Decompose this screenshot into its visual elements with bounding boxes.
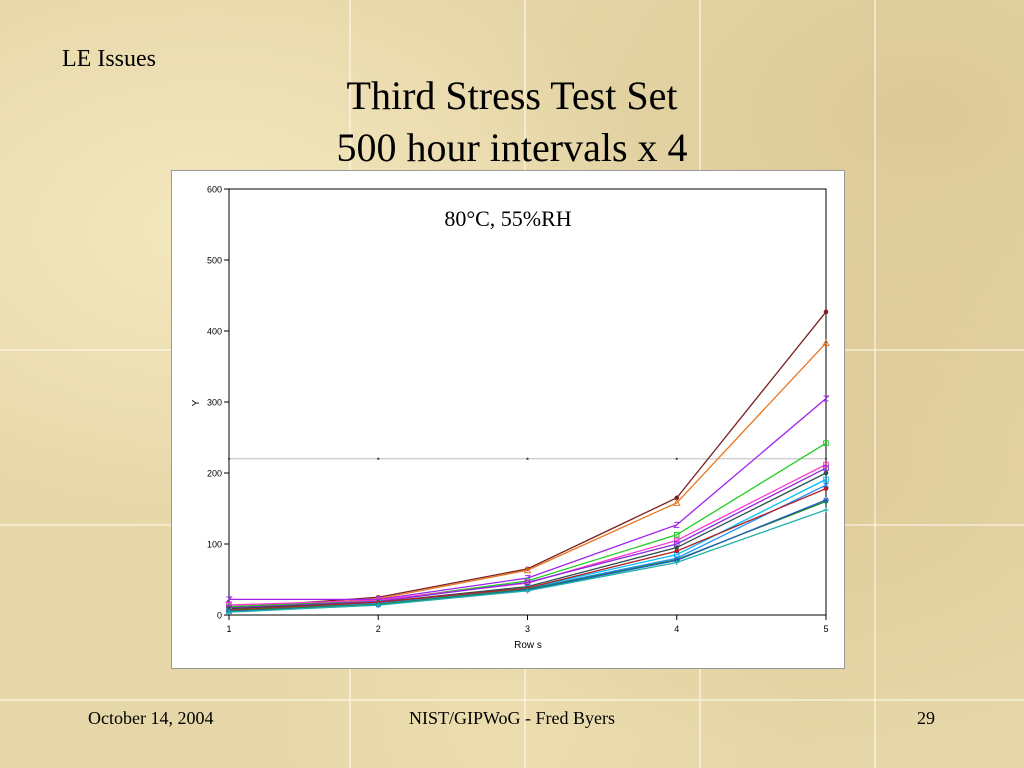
reference-point xyxy=(227,457,231,460)
series-line xyxy=(228,499,827,613)
data-point xyxy=(225,596,233,603)
reference-line xyxy=(227,457,828,460)
x-axis-label: Row s xyxy=(514,640,542,651)
data-point xyxy=(823,470,829,476)
y-axis-label: Y xyxy=(191,399,202,406)
data-point xyxy=(823,476,829,483)
title-line-2: 500 hour intervals x 4 xyxy=(336,125,688,170)
data-point xyxy=(226,609,232,615)
reference-point xyxy=(675,457,678,460)
data-point xyxy=(823,309,829,315)
data-point xyxy=(673,537,680,544)
data-point xyxy=(822,395,830,402)
reference-point xyxy=(526,457,529,460)
data-point xyxy=(523,566,532,574)
data-point xyxy=(674,559,680,565)
y-tick-label: 100 xyxy=(207,540,222,550)
y-tick-label: 0 xyxy=(217,611,222,621)
y-tick-label: 500 xyxy=(207,256,222,266)
texture-seam xyxy=(874,0,876,768)
y-tick-label: 300 xyxy=(207,398,222,408)
data-point xyxy=(674,545,680,550)
section-label: LE Issues xyxy=(62,46,156,72)
page-number: 29 xyxy=(917,708,935,728)
texture-seam xyxy=(0,699,1024,701)
series-line xyxy=(228,467,827,609)
chart-annotation: 80°C, 55%RH xyxy=(444,206,571,231)
series-group xyxy=(225,309,830,615)
plot-frame xyxy=(228,188,827,616)
data-point xyxy=(823,461,829,468)
data-point xyxy=(672,498,681,506)
axes: 0 100 200 300 400 500 600 1 2 3 4 5 xyxy=(207,185,829,635)
data-point xyxy=(823,482,829,488)
y-tick-label: 600 xyxy=(207,185,222,195)
data-point xyxy=(823,507,829,513)
reference-point xyxy=(824,457,828,460)
data-point xyxy=(525,588,530,594)
line-chart: 0 100 200 300 400 500 600 1 2 3 4 5 80°C, 55%RH Row… xyxy=(191,185,830,651)
data-point xyxy=(822,339,830,347)
data-point xyxy=(673,521,681,528)
x-tick-label: 5 xyxy=(823,624,828,634)
title-line-1: Third Stress Test Set xyxy=(346,73,678,118)
chart-panel: 0 100 200 300 400 500 600 1 2 3 4 5 80°C, 55%RH Row… xyxy=(171,170,845,669)
series-line xyxy=(228,463,827,606)
data-point xyxy=(823,486,829,491)
data-point xyxy=(674,495,680,501)
data-point xyxy=(823,496,829,503)
reference-point xyxy=(377,457,380,460)
footer-center: NIST/GIPWoG - Fred Byers xyxy=(408,708,616,728)
x-tick-label: 3 xyxy=(525,624,530,634)
x-tick-label: 2 xyxy=(376,624,381,634)
footer-date: October 14, 2004 xyxy=(88,708,214,728)
data-point xyxy=(674,548,680,554)
data-point xyxy=(673,531,680,538)
y-tick-label: 200 xyxy=(207,469,222,479)
slide-title: Third Stress Test Set 500 hour intervals… xyxy=(0,70,1024,174)
data-point xyxy=(823,440,829,446)
x-tick-label: 4 xyxy=(674,624,679,634)
x-tick-label: 1 xyxy=(226,624,231,634)
y-tick-label: 400 xyxy=(207,327,222,337)
data-point xyxy=(823,465,829,471)
data-point xyxy=(375,602,381,608)
